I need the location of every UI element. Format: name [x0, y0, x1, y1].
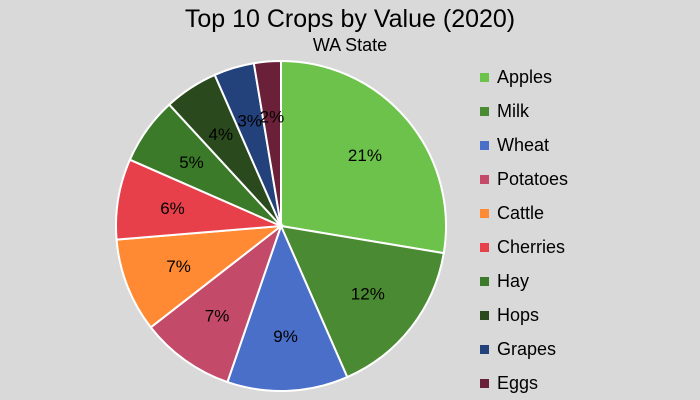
data-label-grapes: 3%: [237, 112, 262, 131]
legend-label: Hops: [497, 304, 540, 325]
legend-item-cherries: Cherries: [480, 230, 695, 264]
legend-swatch: [480, 344, 489, 354]
legend-swatch: [480, 242, 489, 252]
legend-swatch: [480, 378, 489, 388]
data-label-eggs: 2%: [260, 107, 285, 126]
legend-label: Eggs: [497, 372, 539, 393]
legend-item-hops: Hops: [480, 298, 695, 332]
legend-swatch: [480, 72, 489, 82]
legend-label: Cherries: [497, 236, 566, 257]
legend-swatch: [480, 276, 489, 286]
legend-swatch: [480, 208, 489, 218]
legend-label: Cattle: [497, 202, 545, 223]
legend-swatch: [480, 106, 489, 116]
legend-item-apples: Apples: [480, 60, 695, 94]
legend-label: Milk: [497, 100, 529, 121]
legend-item-potatoes: Potatoes: [480, 162, 695, 196]
data-label-cattle: 7%: [166, 257, 191, 276]
pie-slice-potatoes: [149, 223, 284, 384]
legend-item-grapes: Grapes: [480, 332, 695, 366]
pie-slice-wheat: [226, 223, 349, 392]
data-label-apples: 21%: [348, 146, 382, 165]
legend-swatch: [480, 310, 489, 320]
data-label-hay: 5%: [179, 153, 204, 172]
pie-labels: 21% 12% 9% 7% 7% 6% 5% 4%3%2%: [160, 107, 385, 346]
data-label-wheat: 9%: [273, 327, 298, 346]
pie-slice-eggs: [252, 59, 282, 227]
data-label-cherries: 6%: [160, 199, 185, 218]
legend-label: Hay: [497, 270, 530, 291]
legend-label: Potatoes: [497, 168, 569, 189]
legend-label: Wheat: [497, 134, 550, 155]
legend-item-milk: Milk: [480, 94, 695, 128]
data-label-milk: 12%: [351, 285, 385, 304]
data-label-potatoes: 7%: [205, 307, 230, 326]
pie-slice-cattle: [115, 224, 285, 329]
legend-label: Grapes: [497, 338, 557, 359]
pie-slices: [115, 59, 447, 392]
legend-swatch: [480, 174, 489, 184]
chart-subtitle: WA State: [312, 35, 388, 55]
pie-slice-milk: [279, 224, 445, 379]
chart-legend: Apples Milk Wheat Potatoes Cattle Cherries Hay…: [480, 60, 695, 400]
legend-item-cattle: Cattle: [480, 196, 695, 230]
pie-slice-apples: [280, 59, 447, 255]
legend-item-eggs: Eggs: [480, 366, 695, 400]
legend-item-hay: Hay: [480, 264, 695, 298]
legend-label: Apples: [497, 66, 553, 87]
data-label-hops: 4%: [209, 125, 234, 144]
legend-item-wheat: Wheat: [480, 128, 695, 162]
legend-swatch: [480, 140, 489, 150]
chart-title: Top 10 Crops by Value (2020): [184, 5, 516, 33]
